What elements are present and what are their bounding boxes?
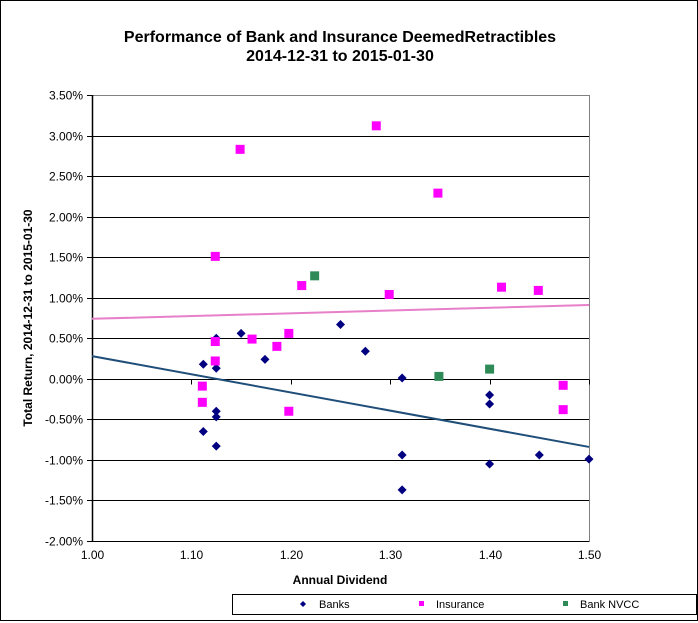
legend-box	[232, 594, 697, 615]
y-tick-label: -1.00%	[45, 454, 83, 468]
point-banks	[211, 412, 221, 422]
point-banks	[584, 454, 594, 464]
square-icon	[419, 601, 424, 606]
legend: Banks Insurance Bank NVCC	[232, 594, 697, 615]
point-banks	[336, 319, 345, 329]
legend-item-insurance: Insurance	[419, 599, 484, 611]
point-insurance	[247, 334, 257, 344]
y-axis-title: Total Return, 2014-12-31 to 2015-01-30	[21, 209, 35, 427]
x-tick-labels: 1.00 1.10 1.20 1.30 1.40 1.50	[81, 548, 602, 562]
legend-item-banks: Banks	[300, 599, 350, 611]
axes	[87, 95, 590, 542]
y-tick-label: -0.50%	[45, 413, 83, 427]
point-insurance	[497, 282, 507, 292]
point-bank-nvcc	[434, 371, 444, 381]
legend-label-insurance: Insurance	[436, 599, 484, 611]
plot-area	[92, 95, 590, 542]
trendline-banks	[91, 355, 590, 448]
y-tick-label: 1.00%	[49, 292, 83, 306]
point-banks	[485, 399, 495, 409]
x-tick-label: 1.00	[81, 548, 105, 562]
point-bank-nvcc	[310, 271, 320, 281]
point-banks	[397, 373, 407, 383]
square-icon	[563, 601, 568, 606]
point-banks	[198, 359, 208, 369]
point-insurance	[433, 188, 443, 198]
x-tick-label: 1.10	[180, 548, 204, 562]
point-banks	[211, 363, 221, 373]
y-tick-labels: 3.50% 3.00% 2.50% 2.00% 1.50% 1.00% 0.50% 0.00%…	[45, 89, 83, 549]
point-insurance	[197, 381, 207, 391]
trendline-insurance	[91, 304, 590, 320]
point-banks	[397, 450, 407, 460]
point-insurance	[297, 281, 307, 291]
y-tick-label: 1.50%	[49, 251, 83, 265]
point-banks	[534, 450, 544, 460]
gridlines	[92, 136, 589, 501]
y-tick-label: 3.50%	[49, 89, 83, 103]
y-tick-label: -2.00%	[45, 535, 83, 549]
x-axis-title: Annual Dividend	[293, 573, 388, 587]
point-banks	[198, 427, 208, 437]
x-tick-label: 1.20	[280, 548, 304, 562]
point-insurance	[284, 406, 294, 416]
point-banks	[211, 441, 221, 451]
point-banks	[236, 328, 246, 338]
y-tick-label: 0.50%	[49, 332, 83, 346]
point-insurance	[210, 337, 220, 347]
data-points	[197, 121, 594, 495]
point-insurance	[371, 121, 381, 131]
legend-label-banks: Banks	[319, 599, 350, 611]
point-insurance	[284, 328, 294, 338]
trendlines	[91, 304, 590, 448]
y-tick-label: 3.00%	[49, 130, 83, 144]
x-tick-label: 1.40	[479, 548, 503, 562]
y-tick-label: 2.00%	[49, 211, 83, 225]
x-tick-label: 1.50	[578, 548, 602, 562]
legend-label-bank-nvcc: Bank NVCC	[580, 599, 639, 611]
x-tick-label: 1.30	[379, 548, 403, 562]
y-tick-label: 0.00%	[49, 373, 83, 387]
point-banks	[485, 459, 495, 469]
point-banks	[485, 390, 495, 400]
point-insurance	[558, 405, 568, 415]
chart-title: Performance of Bank and Insurance Deemed…	[124, 29, 556, 46]
chart-subtitle: 2014-12-31 to 2015-01-30	[246, 48, 434, 65]
point-insurance	[197, 397, 207, 407]
point-bank-nvcc	[485, 364, 495, 374]
y-tick-label: 2.50%	[49, 170, 83, 184]
diamond-icon	[300, 601, 306, 607]
point-insurance	[210, 251, 220, 261]
point-banks	[211, 406, 221, 416]
point-insurance	[533, 285, 543, 295]
point-insurance	[272, 341, 282, 351]
point-insurance	[384, 289, 394, 299]
legend-item-bank-nvcc: Bank NVCC	[563, 599, 639, 611]
point-insurance	[558, 380, 568, 390]
point-banks	[260, 354, 270, 364]
y-tick-label: -1.50%	[45, 494, 83, 508]
point-banks	[397, 485, 407, 495]
point-banks	[360, 346, 370, 356]
point-insurance	[210, 356, 220, 366]
point-insurance	[235, 144, 245, 154]
